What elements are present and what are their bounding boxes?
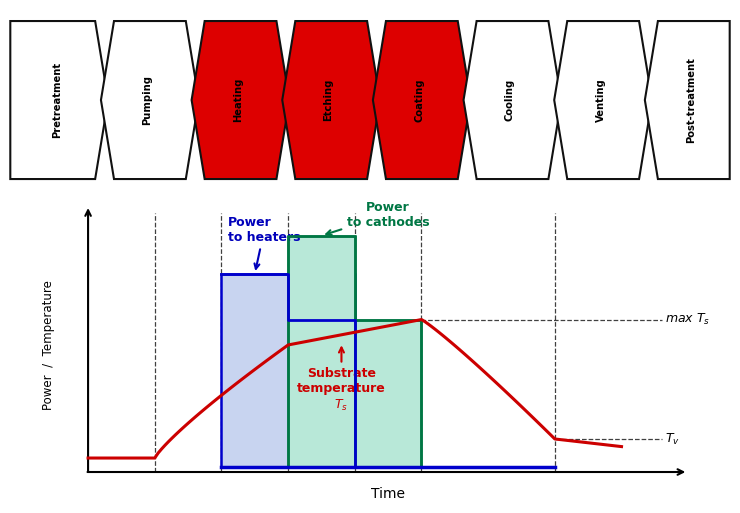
Text: Time: Time <box>371 487 405 501</box>
Text: Power
to heaters: Power to heaters <box>228 216 300 269</box>
Text: Post-treatment: Post-treatment <box>686 57 696 143</box>
Polygon shape <box>192 21 289 179</box>
Text: $max\ T_s$: $max\ T_s$ <box>665 312 710 327</box>
Text: $T_v$: $T_v$ <box>665 431 680 446</box>
Text: Pumping: Pumping <box>142 75 152 125</box>
Text: Coating: Coating <box>414 78 424 122</box>
Text: Power  /  Temperature: Power / Temperature <box>41 280 55 410</box>
Polygon shape <box>554 21 652 179</box>
Polygon shape <box>373 21 471 179</box>
Bar <box>221 274 354 467</box>
Text: Substrate
temperature
$T_s$: Substrate temperature $T_s$ <box>297 347 386 412</box>
Text: Venting: Venting <box>596 78 605 122</box>
Polygon shape <box>282 21 380 179</box>
Polygon shape <box>463 21 562 179</box>
Polygon shape <box>10 21 108 179</box>
Text: Cooling: Cooling <box>505 79 515 121</box>
Bar <box>288 235 354 467</box>
Polygon shape <box>101 21 199 179</box>
Text: Heating: Heating <box>233 78 243 122</box>
Bar <box>354 320 422 467</box>
Text: Pretreatment: Pretreatment <box>52 62 61 138</box>
Polygon shape <box>645 21 730 179</box>
Text: Power
to cathodes: Power to cathodes <box>326 201 429 235</box>
Text: Etching: Etching <box>323 79 334 121</box>
